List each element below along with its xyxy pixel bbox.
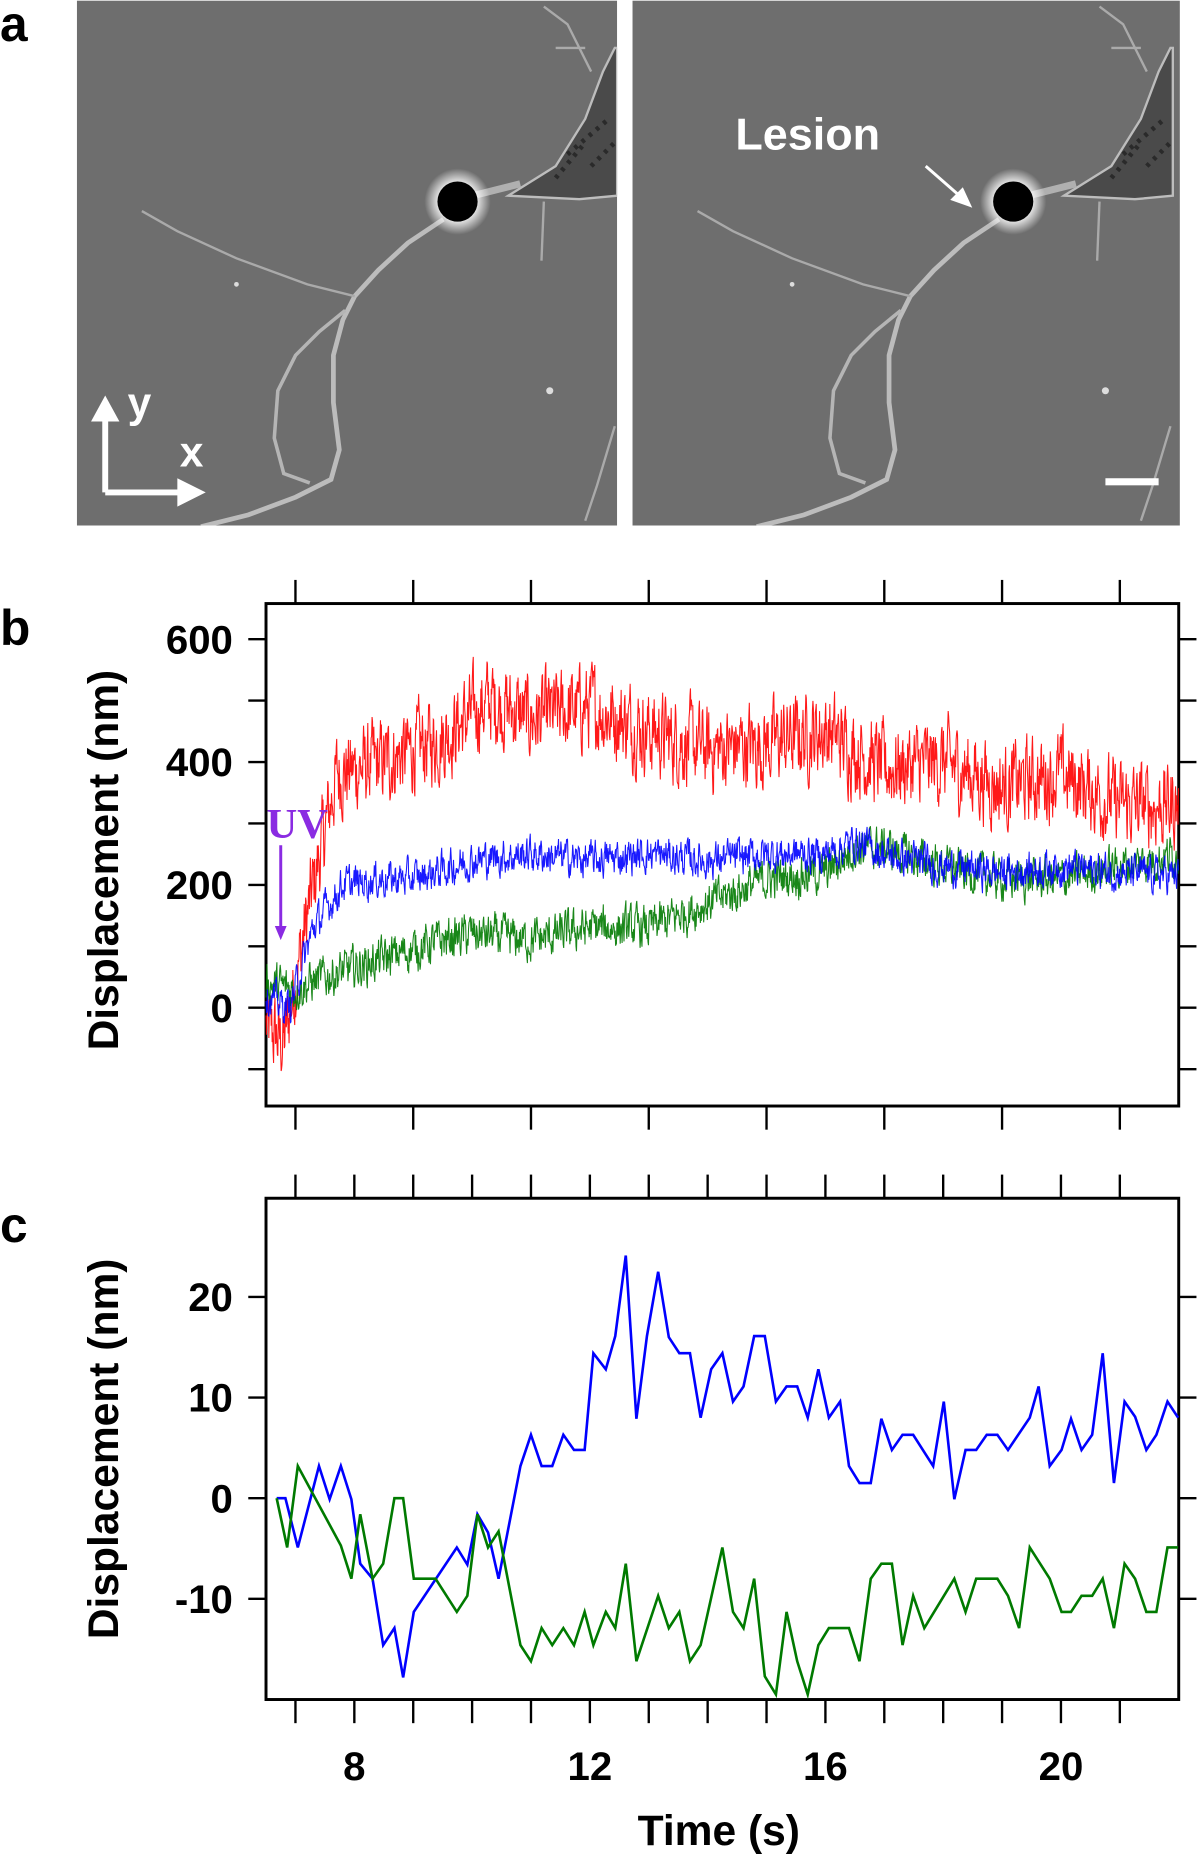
lesion-arrow-icon (924, 165, 973, 208)
chart-c-ytick-label: -10 (175, 1577, 233, 1622)
panel-label-b: b (0, 600, 30, 656)
chart-c-frame (264, 1196, 1181, 1701)
axis-y-label: y (128, 379, 152, 427)
chart-b-series-blue (265, 826, 1180, 1024)
micrograph-before (76, 0, 618, 527)
panel-label-a: a (0, 0, 28, 52)
chart-c-ytick-label: 20 (188, 1275, 233, 1320)
chart-b-ytick-label: 600 (166, 617, 233, 662)
chart-b-ytick-label: 0 (211, 986, 233, 1031)
chart-c-ytick-label: 10 (188, 1376, 233, 1421)
chart-c (248, 1174, 1197, 1724)
chart-b (248, 579, 1197, 1130)
chart-c-xtick-label: 16 (803, 1744, 848, 1789)
chart-b-series-red (265, 656, 1180, 1072)
scale-bar (1105, 478, 1159, 486)
micrograph-after (632, 0, 1180, 527)
lesion-label: Lesion (735, 109, 880, 160)
chart-b-ytick-label: 200 (166, 863, 233, 908)
axis-arrows-icon (91, 395, 206, 507)
chart-c-ylabel: Displacement (nm) (80, 1259, 128, 1640)
chart-b-frame (264, 602, 1181, 1108)
chart-c-xlabel: Time (s) (638, 1807, 800, 1855)
chart-c-xtick-label: 20 (1039, 1744, 1084, 1789)
uv-arrowhead-icon (274, 925, 287, 941)
chart-c-ytick-label: 0 (211, 1476, 233, 1521)
chart-c-series-green (275, 1461, 1179, 1700)
chart-b-ylabel: Displacement (nm) (80, 670, 128, 1051)
chart-c-series-blue (276, 1255, 1180, 1678)
chart-b-ytick-label: 400 (166, 740, 233, 785)
uv-annotation: UV (267, 801, 329, 848)
chart-b-series-green (265, 826, 1180, 1011)
chart-c-xtick-label: 12 (568, 1744, 613, 1789)
axis-x-label: x (180, 428, 204, 476)
chart-c-xtick-label: 8 (343, 1744, 365, 1789)
panel-label-c: c (0, 1197, 28, 1253)
